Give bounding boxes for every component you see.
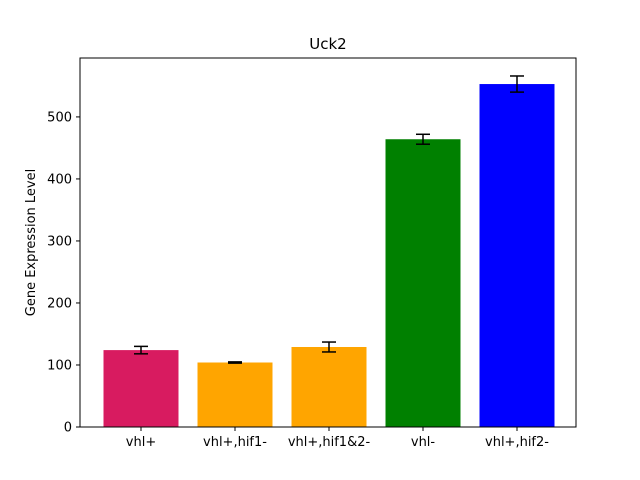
- x-tick-label: vhl-: [411, 435, 436, 450]
- bar-3: [385, 139, 461, 428]
- y-tick-label: 500: [47, 110, 72, 125]
- bar-2: [291, 346, 367, 427]
- chart-title: Uck2: [309, 35, 346, 53]
- y-tick-label: 100: [47, 358, 72, 373]
- x-tick-label: vhl+: [126, 435, 156, 450]
- y-tick-label: 200: [47, 296, 72, 311]
- error-bar-4: [510, 75, 524, 93]
- error-bars-group: [134, 75, 524, 364]
- y-tick-label: 400: [47, 172, 72, 187]
- error-bar-1: [228, 361, 242, 364]
- x-tick-label: vhl+,hif1&2-: [288, 435, 371, 450]
- error-bar-2: [322, 341, 336, 353]
- y-axis-label: Gene Expression Level: [24, 169, 39, 316]
- bars-group: [103, 84, 555, 428]
- x-axis-ticks: vhl+ vhl+,hif1- vhl+,hif1&2- vhl-vhl+,hif2-: [126, 427, 549, 450]
- y-axis-ticks: 0 100 200 300 400 500: [47, 110, 80, 436]
- bar-0: [103, 350, 179, 427]
- error-bar-3: [416, 133, 430, 145]
- x-tick-label: vhl+,hif1-: [203, 435, 267, 450]
- x-tick-label: vhl+,hif2-: [485, 435, 549, 450]
- plot-frame: [79, 57, 577, 428]
- bar-1: [197, 362, 273, 427]
- y-tick-label: 300: [47, 234, 72, 249]
- error-bar-0: [134, 345, 148, 355]
- bar-4: [479, 84, 555, 427]
- y-tick-label: 0: [64, 421, 72, 436]
